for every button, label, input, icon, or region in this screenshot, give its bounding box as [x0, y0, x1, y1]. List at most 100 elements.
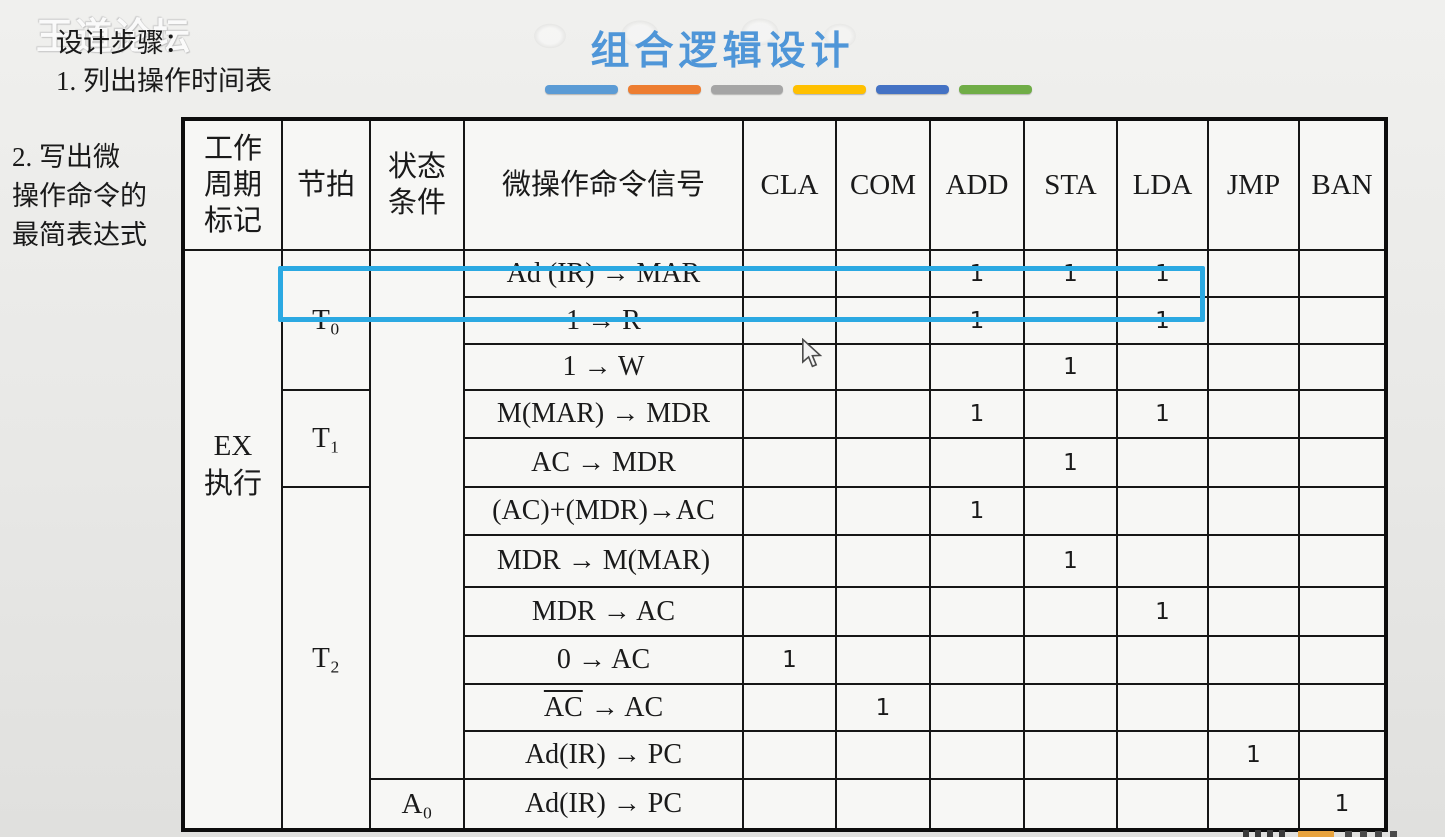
table-header-row: 工作 周期 标记 节拍 状态 条件 微操作命令信号 CLA COM ADD ST…	[182, 118, 1387, 251]
signal-cell	[835, 778, 931, 831]
signal-cell	[742, 249, 837, 298]
signal-cell	[1207, 296, 1300, 345]
signal-cell	[1023, 683, 1118, 732]
signal-cell	[835, 635, 931, 685]
signal-cell	[742, 778, 837, 831]
signal-cell	[1116, 437, 1209, 488]
table-row: AC → AC 1	[183, 683, 1387, 732]
signal-cell	[1298, 635, 1387, 685]
signal-cell: 1	[1023, 343, 1118, 391]
signal-cell	[1023, 730, 1118, 780]
signal-cell	[1207, 534, 1300, 588]
title-divider-bars	[545, 85, 1032, 95]
signal-cell	[1116, 343, 1209, 391]
op-cell: Ad (IR) → MAR	[463, 249, 744, 298]
signal-cell	[1116, 534, 1209, 588]
signal-cell: 1	[1116, 586, 1209, 637]
signal-cell	[929, 437, 1025, 488]
step2-note: 2. 写出微 操作命令的 最简表达式	[12, 142, 147, 250]
op-suffix: → AC	[590, 691, 664, 723]
signal-cell	[1298, 343, 1387, 391]
signal-cell	[742, 534, 837, 588]
signal-cell	[1207, 437, 1300, 488]
signal-cell: 1	[1116, 249, 1209, 298]
condition-empty-cell	[369, 249, 465, 780]
header-add: ADD	[929, 118, 1025, 251]
signal-cell	[1023, 635, 1118, 685]
table-row: MDR → M(MAR) 1	[183, 534, 1387, 588]
signal-cell	[1116, 730, 1209, 780]
overlined-ac: AC	[543, 691, 583, 723]
beat-t1-cell: T₁	[281, 389, 371, 488]
header-signal: 微操作命令信号	[463, 118, 744, 251]
signal-cell	[742, 437, 837, 488]
condition-a0-cell: A₀	[369, 778, 465, 831]
page-title: 组合逻辑设计	[590, 30, 855, 73]
signal-cell	[835, 296, 931, 345]
watermark-logo: 王道论坛	[36, 16, 192, 57]
op-cell-overline: AC → AC	[463, 683, 744, 732]
op-cell: 0 → AC	[463, 635, 744, 685]
signal-cell	[742, 389, 837, 439]
signal-cell	[1207, 683, 1300, 732]
beat-t2-cell: T₂	[281, 486, 371, 831]
divider-bar-blue	[545, 85, 618, 94]
op-cell: (AC)+(MDR)→AC	[463, 486, 744, 536]
signal-cell	[929, 635, 1025, 685]
signal-cell: 1	[1023, 437, 1118, 488]
cutoff-text-fragment	[1243, 830, 1289, 837]
mouse-cursor	[801, 337, 825, 375]
header-beat: 节拍	[281, 118, 371, 251]
signal-cell	[1116, 778, 1209, 831]
signal-cell: 1	[1116, 389, 1209, 439]
signal-cell	[835, 730, 931, 780]
signal-cell	[1207, 586, 1300, 637]
design-steps-note: 设计步骤： 1. 列出操作时间表	[56, 28, 272, 96]
op-cell: AC → MDR	[463, 437, 744, 488]
signal-cell	[1116, 635, 1209, 685]
header-condition: 状态 条件	[369, 118, 465, 251]
signal-cell	[929, 586, 1025, 637]
signal-cell: 1	[929, 249, 1025, 298]
signal-cell	[929, 730, 1025, 780]
signal-cell: 1	[929, 486, 1025, 536]
op-cell: Ad(IR) → PC	[463, 730, 744, 780]
header-cla: CLA	[742, 118, 837, 251]
signal-cell	[742, 730, 837, 780]
signal-cell	[929, 534, 1025, 588]
header-sta: STA	[1023, 118, 1118, 251]
header-cycle: 工作 周期 标记	[182, 118, 283, 251]
header-ban: BAN	[1298, 118, 1387, 251]
cutoff-highlight-fragment	[1298, 831, 1334, 837]
signal-cell	[1207, 778, 1300, 831]
micro-operation-table: 工作 周期 标记 节拍 状态 条件 微操作命令信号 CLA COM ADD ST…	[181, 117, 1388, 832]
signal-cell	[1023, 486, 1118, 536]
signal-cell	[742, 296, 837, 345]
signal-cell	[1298, 389, 1387, 439]
signal-cell	[1116, 486, 1209, 536]
signal-cell: 1	[1023, 249, 1118, 298]
signal-cell: 1	[1298, 778, 1387, 831]
signal-cell	[742, 683, 837, 732]
table-row: 1 → W 1	[183, 343, 1387, 391]
signal-cell	[835, 437, 931, 488]
signal-cell	[835, 389, 931, 439]
op-cell: 1 → R	[463, 296, 744, 345]
signal-cell	[1298, 437, 1387, 488]
signal-cell	[1023, 586, 1118, 637]
signal-cell	[929, 683, 1025, 732]
signal-cell	[929, 778, 1025, 831]
signal-cell	[742, 343, 837, 391]
signal-cell	[1023, 296, 1118, 345]
signal-cell: 1	[929, 389, 1025, 439]
signal-cell: 1	[1023, 534, 1118, 588]
table-row: 0 → AC 1	[183, 635, 1387, 685]
table-row: T₂ (AC)+(MDR)→AC 1	[183, 486, 1387, 831]
signal-cell	[1116, 683, 1209, 732]
table-row: Ad(IR) → PC 1	[183, 730, 1387, 780]
table-row: A₀ Ad(IR) → PC 1	[183, 778, 1387, 831]
signal-cell: 1	[929, 296, 1025, 345]
signal-cell: 1	[1207, 730, 1300, 780]
signal-cell	[1298, 683, 1387, 732]
signal-cell: 1	[1116, 296, 1209, 345]
